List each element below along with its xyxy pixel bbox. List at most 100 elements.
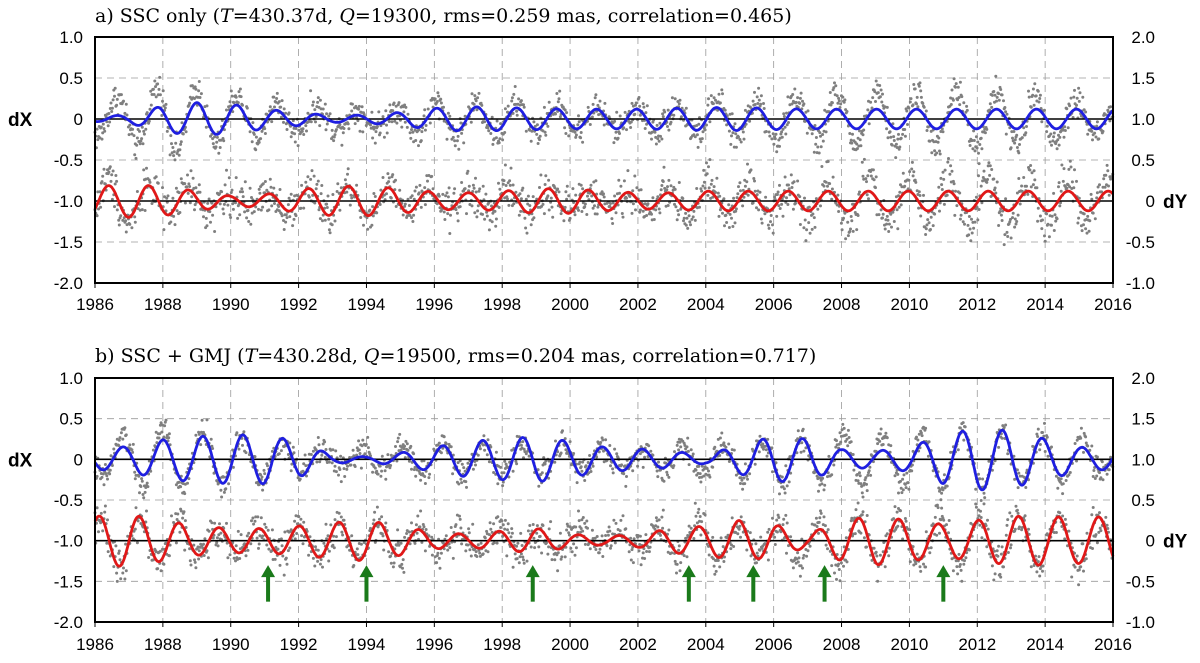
observation-point xyxy=(960,95,964,99)
observation-point xyxy=(580,469,584,473)
observation-point xyxy=(272,186,276,190)
observation-point xyxy=(352,564,356,567)
observation-point xyxy=(313,564,317,568)
observation-point xyxy=(215,541,219,545)
observation-point xyxy=(742,476,746,480)
observation-point xyxy=(333,219,337,223)
observation-point xyxy=(778,207,782,210)
observation-point xyxy=(849,440,853,444)
observation-point xyxy=(161,89,165,93)
observation-point xyxy=(746,162,749,166)
observation-point xyxy=(316,179,320,183)
observation-point xyxy=(679,445,683,449)
observation-point xyxy=(613,447,617,451)
observation-point xyxy=(446,212,450,216)
observation-point xyxy=(1015,220,1019,223)
observation-point xyxy=(738,138,742,141)
observation-point xyxy=(289,124,292,128)
observation-point xyxy=(334,128,338,132)
observation-point xyxy=(200,418,204,422)
observation-point xyxy=(861,174,865,178)
observation-point xyxy=(946,160,950,164)
observation-point xyxy=(118,558,122,562)
observation-point xyxy=(842,216,845,220)
observation-point xyxy=(263,127,267,131)
observation-point xyxy=(910,160,914,164)
observation-point xyxy=(1035,186,1039,190)
observation-point xyxy=(638,208,642,212)
observation-point xyxy=(564,190,568,194)
observation-point xyxy=(580,210,584,213)
observation-point xyxy=(324,522,328,526)
observation-point xyxy=(181,132,185,136)
observation-point xyxy=(936,140,940,144)
observation-point xyxy=(231,202,235,206)
observation-point xyxy=(657,460,660,464)
observation-point xyxy=(1026,192,1030,196)
observation-point xyxy=(263,132,267,135)
observation-point xyxy=(205,224,209,228)
observation-point xyxy=(1101,478,1105,482)
observation-point xyxy=(303,453,307,457)
observation-point xyxy=(830,473,834,477)
observation-point xyxy=(896,472,900,476)
observation-point xyxy=(1013,225,1017,229)
observation-point xyxy=(656,475,660,479)
observation-point xyxy=(711,465,715,469)
observation-point xyxy=(579,465,583,469)
observation-point xyxy=(246,209,250,212)
observation-point xyxy=(1041,431,1044,434)
observation-point xyxy=(410,128,413,132)
observation-point xyxy=(177,191,181,195)
observation-point xyxy=(291,445,295,449)
observation-point xyxy=(519,99,523,103)
observation-point xyxy=(709,182,713,186)
observation-point xyxy=(350,196,354,200)
observation-point xyxy=(485,214,489,218)
observation-point xyxy=(801,427,805,431)
observation-point xyxy=(957,96,961,99)
observation-point xyxy=(525,231,529,235)
observation-point xyxy=(391,173,395,177)
observation-point xyxy=(119,431,123,435)
observation-point xyxy=(858,471,861,475)
observation-point xyxy=(234,201,237,205)
observation-point xyxy=(198,190,202,194)
observation-point xyxy=(1006,235,1010,238)
observation-point xyxy=(378,517,381,521)
observation-point xyxy=(323,102,327,106)
observation-point xyxy=(481,184,485,188)
observation-point xyxy=(171,196,175,200)
observation-point xyxy=(877,213,881,217)
observation-point xyxy=(622,126,626,130)
observation-point xyxy=(204,125,208,129)
observation-point xyxy=(866,174,870,178)
observation-point xyxy=(476,453,480,457)
observation-point xyxy=(980,147,984,151)
observation-point xyxy=(446,195,450,199)
observation-point xyxy=(417,144,420,148)
observation-point xyxy=(1090,444,1094,448)
observation-point xyxy=(992,90,996,93)
observation-point xyxy=(576,206,580,210)
observation-point xyxy=(841,422,845,426)
observation-point xyxy=(926,218,930,222)
observation-point xyxy=(787,187,791,191)
observation-point xyxy=(661,180,665,183)
observation-point xyxy=(300,534,304,538)
observation-point xyxy=(251,121,255,125)
observation-point xyxy=(565,197,569,201)
observation-point xyxy=(924,109,928,113)
observation-point xyxy=(865,193,869,197)
observation-point xyxy=(958,426,962,430)
observation-point xyxy=(476,209,480,213)
observation-point xyxy=(296,144,300,148)
observation-point xyxy=(114,174,118,177)
observation-point xyxy=(1095,196,1099,200)
observation-point xyxy=(933,212,937,216)
observation-point xyxy=(720,431,724,435)
observation-point xyxy=(850,219,854,223)
observation-point xyxy=(419,509,423,513)
observation-point xyxy=(328,112,332,116)
observation-point xyxy=(793,87,797,91)
